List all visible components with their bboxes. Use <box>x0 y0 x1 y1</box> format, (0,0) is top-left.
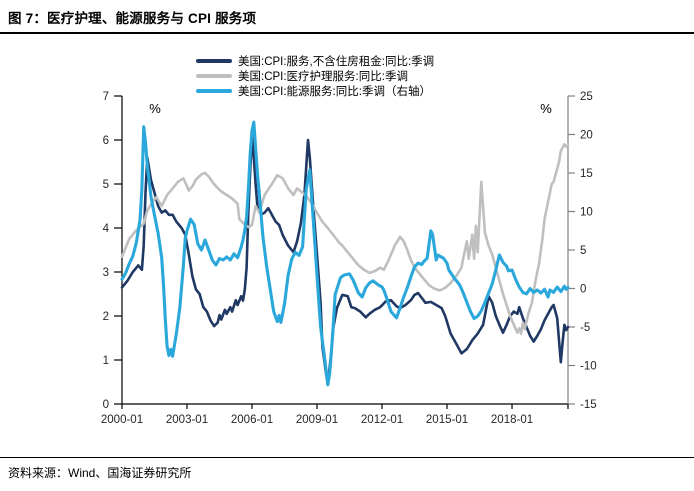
x-tick-label: 2000-01 <box>101 414 143 426</box>
legend-line-navy-icon <box>196 59 232 63</box>
footer-rule <box>0 457 694 458</box>
left-tick-label: 2 <box>103 311 109 323</box>
legend-item-energy-services: 美国:CPI:能源服务:同比:季调（右轴） <box>196 85 434 98</box>
left-tick-label: 0 <box>103 399 109 411</box>
x-tick-label: 2018-01 <box>491 414 533 426</box>
right-tick-label: 0 <box>580 284 586 296</box>
chart-legend: 美国:CPI:服务,不含住房租金:同比:季调 美国:CPI:医疗护理服务:同比:… <box>196 55 435 98</box>
title-rule <box>0 32 694 34</box>
x-tick-label: 2006-01 <box>231 414 273 426</box>
right-axis-unit-label: % <box>540 101 552 116</box>
right-tick-label: 15 <box>580 168 593 180</box>
x-tick-label: 2009-01 <box>296 414 338 426</box>
right-tick-label: -10 <box>580 361 597 373</box>
left-tick-label: 6 <box>103 135 109 147</box>
left-tick-label: 7 <box>103 91 109 103</box>
x-tick-label: 2015-01 <box>426 414 468 426</box>
right-tick-label: 25 <box>580 91 593 103</box>
series-line-2 <box>120 120 570 387</box>
legend-label: 美国:CPI:能源服务:同比:季调（右轴） <box>238 86 431 98</box>
series-line-1 <box>120 143 570 335</box>
legend-line-cyan-icon <box>196 89 232 93</box>
right-tick-label: 10 <box>580 207 593 219</box>
right-tick-label: 5 <box>580 245 586 257</box>
legend-item-services-ex-rent: 美国:CPI:服务,不含住房租金:同比:季调 <box>196 55 435 68</box>
x-tick-label: 2012-01 <box>361 414 403 426</box>
right-tick-label: -5 <box>580 322 590 334</box>
left-tick-label: 3 <box>103 267 109 279</box>
right-tick-label: -15 <box>580 399 597 411</box>
left-tick-label: 1 <box>103 355 109 367</box>
left-tick-label: 5 <box>103 179 109 191</box>
left-tick-label: 4 <box>103 223 110 235</box>
figure-title: 图 7：医疗护理、能源服务与 CPI 服务项 <box>8 11 257 26</box>
right-tick-label: 20 <box>580 130 593 142</box>
left-axis-unit-label: % <box>149 101 161 116</box>
legend-item-medical-care: 美国:CPI:医疗护理服务:同比:季调 <box>196 70 434 83</box>
x-tick-label: 2003-01 <box>166 414 208 426</box>
legend-label: 美国:CPI:服务,不含住房租金:同比:季调 <box>238 56 435 68</box>
source-note: 资料来源：Wind、国海证券研究所 <box>8 466 192 480</box>
legend-label: 美国:CPI:医疗护理服务:同比:季调 <box>238 71 408 83</box>
legend-line-gray-icon <box>196 74 232 78</box>
